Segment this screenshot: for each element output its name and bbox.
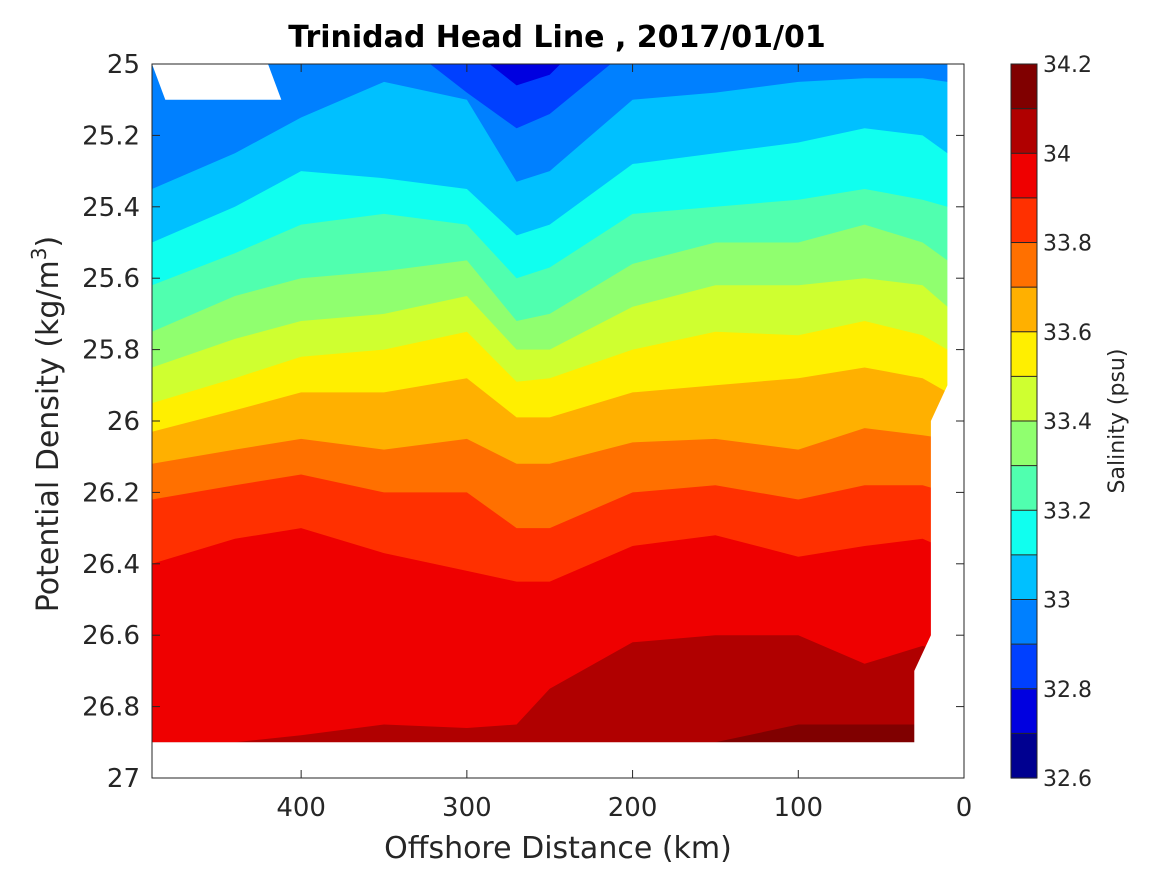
colorbar-tick-label: 34 — [1043, 142, 1071, 167]
y-axis-label-close: ) — [31, 236, 66, 248]
x-axis-label: Offshore Distance (km) — [384, 831, 732, 866]
colorbar-band — [1011, 197, 1037, 244]
y-tick-label: 26.6 — [82, 621, 140, 651]
colorbar-band — [1011, 599, 1037, 645]
y-axis: 25 25.2 25.4 25.6 25.8 26 26.2 26.4 26.6 26.8 27 — [82, 50, 964, 794]
y-tick-label: 25.8 — [82, 336, 140, 366]
colorbar-tick-label: 33.6 — [1043, 321, 1092, 346]
x-tick-label: 300 — [442, 793, 492, 823]
y-tick-label: 26.2 — [82, 478, 140, 508]
no-data-region — [152, 742, 964, 778]
y-tick-label: 27 — [107, 764, 140, 794]
colorbar-tick-label: 32.8 — [1043, 678, 1092, 703]
colorbar-tick-label: 34.2 — [1043, 53, 1092, 78]
x-tick-label: 400 — [276, 793, 326, 823]
y-tick-label: 26.4 — [82, 550, 140, 580]
y-tick-label: 26.8 — [82, 693, 140, 723]
colorbar-band — [1011, 331, 1037, 377]
y-tick-label: 25.2 — [82, 121, 140, 151]
colorbar-tick-label: 32.6 — [1043, 767, 1092, 792]
colorbar-band — [1011, 108, 1037, 154]
y-axis-label-superscript: 3 — [27, 247, 51, 260]
x-axis: 400 300 200 100 0 — [276, 64, 972, 823]
y-axis-label-main: Potential Density (kg/m — [31, 260, 66, 612]
y-tick-label: 25.4 — [82, 193, 140, 223]
colorbar-band — [1011, 554, 1037, 601]
colorbar-band — [1011, 510, 1037, 556]
chart-title: Trinidad Head Line , 2017/01/01 — [288, 20, 825, 55]
colorbar-band — [1011, 242, 1037, 288]
colorbar-band — [1011, 376, 1037, 422]
colorbar-band — [1011, 733, 1037, 779]
no-data-region — [152, 64, 282, 100]
colorbar-label: Salinity (psu) — [1105, 349, 1130, 494]
y-tick-label: 25.6 — [82, 264, 140, 294]
x-tick-label: 100 — [773, 793, 823, 823]
y-tick-label: 25 — [107, 50, 140, 80]
colorbar-band — [1011, 644, 1037, 690]
colorbar-band — [1011, 287, 1037, 333]
x-tick-label: 0 — [956, 793, 973, 823]
colorbar-bands — [1011, 64, 1037, 779]
colorbar-tick-label: 33.2 — [1043, 499, 1092, 524]
colorbar-band — [1011, 153, 1037, 199]
colorbar-frame — [1010, 63, 1038, 779]
colorbar-tick-label: 33.4 — [1043, 410, 1092, 435]
y-axis-label: Potential Density (kg/m3) — [27, 236, 66, 612]
colorbar: 32.6 32.8 33 33.2 33.4 33.6 33.8 34 34.2 Salinit… — [1010, 53, 1130, 792]
colorbar-band — [1011, 465, 1037, 511]
no-data-region — [914, 64, 964, 778]
colorbar-ticks: 32.6 32.8 33 33.2 33.4 33.6 33.8 34 34.2 — [1043, 53, 1092, 792]
colorbar-tick-label: 33 — [1043, 589, 1071, 614]
colorbar-band — [1011, 64, 1037, 110]
colorbar-band — [1011, 421, 1037, 467]
no-data-layer — [152, 64, 964, 778]
colorbar-band — [1011, 688, 1037, 734]
plot-area — [151, 63, 965, 779]
colorbar-tick-label: 33.8 — [1043, 232, 1092, 257]
y-tick-label: 26 — [107, 407, 140, 437]
contour-fill-layer — [152, 64, 964, 778]
x-tick-label: 200 — [608, 793, 658, 823]
